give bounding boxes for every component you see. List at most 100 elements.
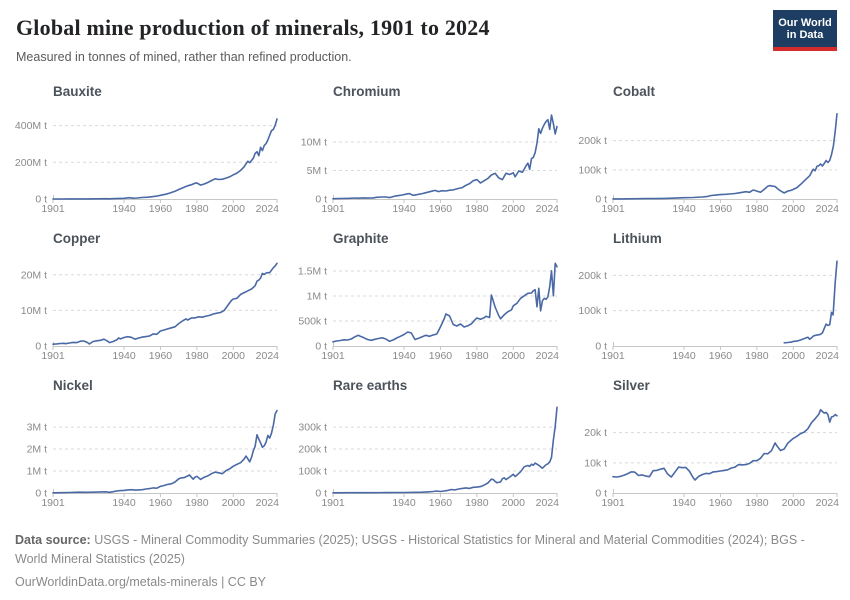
svg-text:2024: 2024 xyxy=(256,350,280,362)
svg-text:0 t: 0 t xyxy=(315,488,327,500)
svg-text:500k t: 500k t xyxy=(298,316,327,328)
header: Global mine production of minerals, 1901… xyxy=(0,0,850,64)
data-source-text: USGS - Mineral Commodity Summaries (2025… xyxy=(15,533,805,566)
chart-title-lithium: Lithium xyxy=(613,231,662,246)
svg-text:1960: 1960 xyxy=(149,497,173,509)
svg-text:2000: 2000 xyxy=(222,203,246,215)
page-title: Global mine production of minerals, 1901… xyxy=(16,15,490,40)
chart-canvas-cobalt: 0 t 100k t 200k t 1901 1940 1960 1980 2000 2024 xyxy=(578,113,839,215)
chart-title-graphite: Graphite xyxy=(333,231,389,246)
svg-text:0 t: 0 t xyxy=(595,341,607,353)
chart-title-rare-earths: Rare earths xyxy=(333,378,408,393)
svg-text:1901: 1901 xyxy=(601,497,625,509)
svg-text:1901: 1901 xyxy=(321,497,345,509)
svg-text:0 t: 0 t xyxy=(35,488,47,500)
svg-text:100k t: 100k t xyxy=(578,305,607,317)
svg-text:1980: 1980 xyxy=(745,350,769,362)
owid-logo-line1: Our World xyxy=(778,16,832,29)
svg-text:200k t: 200k t xyxy=(578,270,607,282)
svg-text:2024: 2024 xyxy=(816,350,840,362)
chart-nickel: Nickel 0 t 1M t 2M t 3M t 1901 1940 1960 1980 20… xyxy=(15,376,295,523)
page-subtitle: Measured in tonnes of mined, rather than… xyxy=(16,50,352,64)
svg-text:5M t: 5M t xyxy=(307,165,328,177)
svg-text:1980: 1980 xyxy=(745,497,769,509)
chart-title-cobalt: Cobalt xyxy=(613,84,655,99)
svg-text:400M t: 400M t xyxy=(15,120,47,132)
svg-text:1940: 1940 xyxy=(672,497,696,509)
chart-canvas-lithium: 0 t 100k t 200k t 1901 1940 1960 1980 2000 2024 xyxy=(578,260,840,362)
svg-text:2000: 2000 xyxy=(502,497,526,509)
svg-text:100k t: 100k t xyxy=(298,466,327,478)
svg-text:1940: 1940 xyxy=(672,350,696,362)
svg-text:1M t: 1M t xyxy=(307,291,328,303)
svg-text:1960: 1960 xyxy=(709,203,733,215)
chart-silver: Silver 0 t 10k t 20k t 1901 1940 1960 1980 2000… xyxy=(575,376,845,523)
data-source-note: Data source: USGS - Mineral Commodity Su… xyxy=(15,531,835,569)
svg-text:2000: 2000 xyxy=(782,203,806,215)
svg-text:1M t: 1M t xyxy=(27,466,48,478)
svg-text:2000: 2000 xyxy=(502,203,526,215)
svg-text:1980: 1980 xyxy=(745,203,769,215)
svg-text:1940: 1940 xyxy=(672,203,696,215)
svg-text:2000: 2000 xyxy=(782,497,806,509)
chart-chromium: Chromium 0 t 5M t 10M t 1901 1940 1960 1980 200… xyxy=(295,82,575,229)
svg-text:1980: 1980 xyxy=(185,203,209,215)
svg-text:2024: 2024 xyxy=(256,497,280,509)
svg-text:0 t: 0 t xyxy=(315,341,327,353)
owid-logo-line2: in Data xyxy=(786,28,824,41)
svg-text:1901: 1901 xyxy=(41,203,65,215)
chart-copper: Copper 0 t 10M t 20M t 1901 1940 1960 1980 2000… xyxy=(15,229,295,376)
svg-text:20M t: 20M t xyxy=(21,269,47,281)
chart-canvas-silver: 0 t 10k t 20k t 1901 1940 1960 1980 2000 2024 xyxy=(584,408,840,509)
svg-text:1901: 1901 xyxy=(601,350,625,362)
owid-logo: Our World in Data xyxy=(773,10,837,51)
chart-canvas-bauxite: 0 t 200M t 400M t 1901 1940 1960 1980 2000 2024 xyxy=(15,118,280,215)
svg-text:1980: 1980 xyxy=(465,203,489,215)
svg-text:0 t: 0 t xyxy=(35,341,47,353)
svg-text:1960: 1960 xyxy=(709,350,733,362)
svg-text:10M t: 10M t xyxy=(301,136,327,148)
svg-text:1901: 1901 xyxy=(41,497,65,509)
chart-cobalt: Cobalt 0 t 100k t 200k t 1901 1940 1960 1980 20… xyxy=(575,82,845,229)
svg-text:2M t: 2M t xyxy=(27,444,48,456)
svg-text:1960: 1960 xyxy=(149,350,173,362)
svg-text:10M t: 10M t xyxy=(21,305,47,317)
svg-text:0 t: 0 t xyxy=(315,194,327,206)
chart-canvas-graphite: 0 t 500k t 1M t 1.5M t 1901 1940 1960 1980 2000 2… xyxy=(298,262,560,362)
svg-text:300k t: 300k t xyxy=(298,422,327,434)
svg-text:3M t: 3M t xyxy=(27,422,48,434)
svg-text:10k t: 10k t xyxy=(584,457,607,469)
chart-title-silver: Silver xyxy=(613,378,650,393)
svg-text:1901: 1901 xyxy=(601,203,625,215)
svg-text:1940: 1940 xyxy=(112,203,136,215)
svg-text:1980: 1980 xyxy=(185,350,209,362)
svg-text:1960: 1960 xyxy=(429,203,453,215)
svg-text:2000: 2000 xyxy=(782,350,806,362)
svg-text:100k t: 100k t xyxy=(578,164,607,176)
svg-text:1960: 1960 xyxy=(149,203,173,215)
svg-text:2024: 2024 xyxy=(816,497,840,509)
svg-text:1940: 1940 xyxy=(112,350,136,362)
svg-text:2024: 2024 xyxy=(536,203,560,215)
chart-canvas-nickel: 0 t 1M t 2M t 3M t 1901 1940 1960 1980 2000 2024 xyxy=(27,409,280,509)
svg-text:1980: 1980 xyxy=(465,497,489,509)
chart-canvas-rare-earths: 0 t 100k t 200k t 300k t 1901 1940 1960 1980 200… xyxy=(298,406,559,509)
svg-text:1940: 1940 xyxy=(392,350,416,362)
svg-text:1940: 1940 xyxy=(112,497,136,509)
chart-lithium: Lithium 0 t 100k t 200k t 1901 1940 1960 1980 2… xyxy=(575,229,845,376)
svg-text:2000: 2000 xyxy=(502,350,526,362)
svg-text:1960: 1960 xyxy=(429,497,453,509)
chart-rare-earths: Rare earths 0 t 100k t 200k t 300k t 1901 194… xyxy=(295,376,575,523)
license-line: OurWorldinData.org/metals-minerals | CC … xyxy=(15,575,267,589)
svg-text:200k t: 200k t xyxy=(578,135,607,147)
chart-title-copper: Copper xyxy=(53,231,101,246)
svg-text:2024: 2024 xyxy=(256,203,280,215)
chart-bauxite: Bauxite 0 t 200M t 400M t 1901 1940 1960 1980 2… xyxy=(15,82,295,229)
svg-text:1980: 1980 xyxy=(185,497,209,509)
svg-text:200k t: 200k t xyxy=(298,444,327,456)
svg-text:1901: 1901 xyxy=(321,203,345,215)
svg-text:2000: 2000 xyxy=(222,350,246,362)
svg-text:0 t: 0 t xyxy=(595,194,607,206)
svg-text:2024: 2024 xyxy=(536,350,560,362)
chart-title-nickel: Nickel xyxy=(53,378,93,393)
